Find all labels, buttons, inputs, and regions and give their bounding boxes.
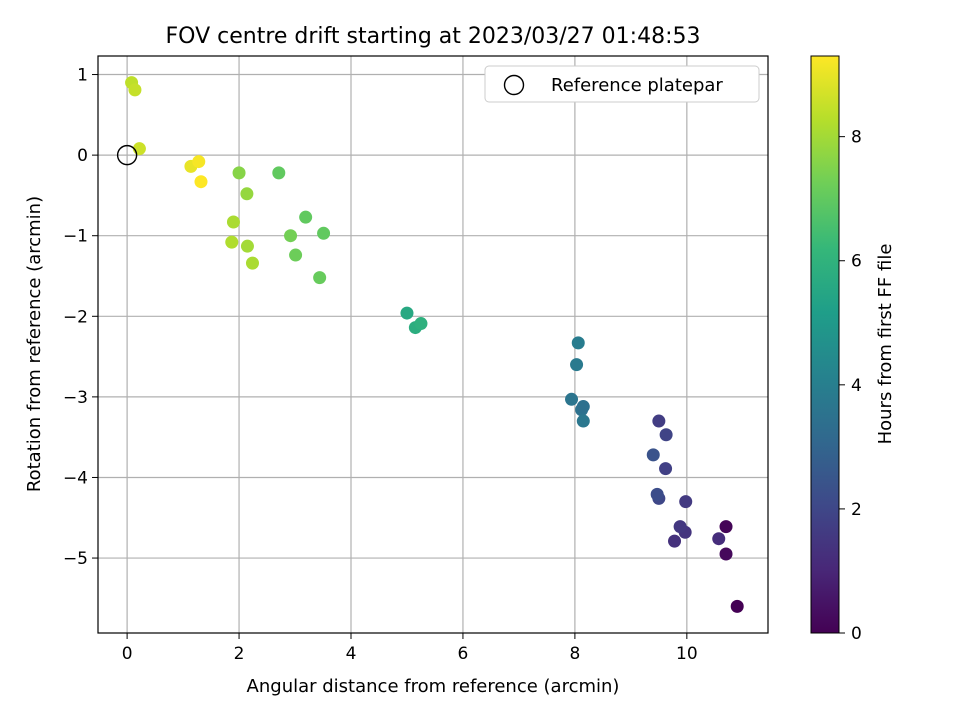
data-point (232, 166, 246, 180)
legend: Reference platepar (484, 65, 760, 103)
legend-reference-marker (503, 74, 525, 96)
y-tick-label: −3 (63, 388, 88, 408)
x-tick-label: 10 (676, 644, 698, 664)
data-point (226, 215, 240, 229)
data-point (646, 448, 660, 462)
legend-box (484, 65, 760, 103)
colorbar-tick-label: 2 (851, 500, 862, 520)
data-point (650, 487, 664, 501)
grid-lines (98, 56, 768, 633)
data-point (414, 317, 428, 331)
y-tick-label: 1 (77, 66, 88, 86)
data-point (240, 239, 254, 253)
data-point (719, 547, 733, 561)
data-point (668, 534, 682, 548)
reference-marker-layer (116, 144, 138, 166)
y-tick-label: −4 (63, 468, 88, 488)
data-point (659, 462, 673, 476)
legend-label-reference-platepar: Reference platepar (551, 75, 723, 96)
data-point (313, 271, 327, 285)
data-point (565, 392, 579, 406)
data-point (245, 256, 259, 270)
x-axis-label: Angular distance from reference (arcmin) (247, 676, 620, 697)
data-point (128, 83, 142, 97)
data-point (679, 495, 693, 509)
plot-frame (97, 55, 769, 634)
data-point (289, 248, 303, 262)
data-point (719, 520, 733, 534)
data-point (730, 599, 744, 613)
data-point (673, 520, 687, 534)
data-point (225, 235, 239, 249)
data-point (659, 428, 673, 442)
data-point (317, 226, 331, 240)
x-axis-ticks: 0 2 4 6 8 10 (122, 633, 698, 664)
chart-title: FOV centre drift starting at 2023/03/27 … (166, 24, 701, 49)
data-point (712, 532, 726, 546)
data-point (576, 414, 590, 428)
y-tick-label: 0 (77, 146, 88, 166)
data-point (400, 306, 414, 320)
colorbar-label: Hours from first FF file (875, 244, 896, 445)
colorbar: 0 2 4 6 8 Hours from first FF file (810, 55, 896, 644)
x-tick-label: 2 (234, 644, 245, 664)
data-point (576, 400, 590, 414)
reference-platepar-marker (116, 144, 138, 166)
data-point (272, 166, 286, 180)
y-tick-label: −1 (63, 227, 88, 247)
x-tick-label: 0 (122, 644, 133, 664)
data-point (284, 229, 298, 243)
colorbar-tick-label: 8 (851, 128, 862, 148)
data-point (194, 175, 208, 189)
scatter-points (125, 76, 744, 613)
data-point (570, 358, 584, 372)
colorbar-ticks: 0 2 4 6 8 (839, 128, 862, 644)
x-tick-label: 6 (458, 644, 469, 664)
data-point (299, 210, 313, 224)
colorbar-tick-label: 6 (851, 252, 862, 272)
x-tick-label: 4 (346, 644, 357, 664)
data-point (240, 187, 254, 201)
y-axis-ticks: 1 0 −1 −2 −3 −4 −5 (63, 66, 98, 569)
colorbar-tick-label: 0 (851, 624, 862, 644)
x-tick-label: 8 (569, 644, 580, 664)
colorbar-gradient (810, 55, 840, 634)
y-tick-label: −5 (63, 549, 88, 569)
y-axis-label: Rotation from reference (arcmin) (24, 196, 45, 492)
y-tick-label: −2 (63, 307, 88, 327)
data-point (192, 155, 206, 169)
colorbar-tick-label: 4 (851, 376, 862, 396)
data-point (652, 414, 666, 428)
data-point (571, 336, 585, 350)
